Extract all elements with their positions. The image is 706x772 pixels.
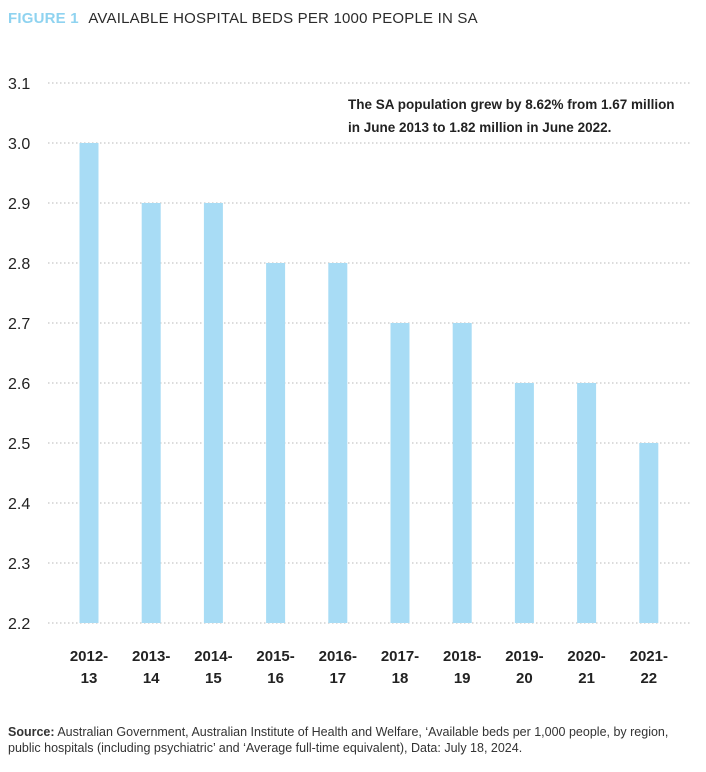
source-text: Australian Government, Australian Instit… — [8, 725, 669, 755]
x-tick-label: 22 — [640, 670, 657, 687]
x-tick-label: 2016- — [319, 648, 357, 665]
x-tick-label: 2013- — [132, 648, 170, 665]
y-tick-label: 3.1 — [8, 76, 30, 93]
bar — [266, 263, 286, 623]
x-tick-label: 15 — [205, 670, 222, 687]
bar-chart: 2.22.32.42.52.62.72.82.93.03.12012-13201… — [8, 76, 692, 687]
y-tick-label: 2.3 — [8, 556, 30, 573]
x-tick-label: 21 — [578, 670, 595, 687]
y-tick-label: 2.7 — [8, 316, 30, 333]
x-tick-label: 13 — [81, 670, 98, 687]
x-tick-label: 2018- — [443, 648, 481, 665]
y-tick-label: 2.6 — [8, 376, 30, 393]
x-tick-label: 20 — [516, 670, 533, 687]
x-tick-label: 2012- — [70, 648, 108, 665]
y-tick-label: 2.2 — [8, 616, 30, 633]
chart-title: FIGURE 1 AVAILABLE HOSPITAL BEDS PER 100… — [8, 10, 478, 27]
y-tick-label: 3.0 — [8, 136, 30, 153]
y-tick-label: 2.4 — [8, 496, 30, 513]
x-tick-label: 14 — [143, 670, 160, 687]
source-note: Source: Australian Government, Australia… — [8, 724, 698, 756]
bar — [390, 323, 410, 623]
x-tick-label: 2017- — [381, 648, 419, 665]
y-tick-label: 2.5 — [8, 436, 30, 453]
bar — [639, 443, 659, 623]
x-tick-label: 19 — [454, 670, 471, 687]
x-tick-label: 2020- — [567, 648, 605, 665]
x-tick-label: 2021- — [630, 648, 668, 665]
annotation-text: The SA population grew by 8.62% from 1.6… — [348, 97, 675, 112]
x-tick-label: 18 — [392, 670, 409, 687]
x-tick-label: 16 — [267, 670, 284, 687]
bar — [141, 203, 161, 623]
bar — [328, 263, 348, 623]
y-tick-label: 2.9 — [8, 196, 30, 213]
y-tick-label: 2.8 — [8, 256, 30, 273]
bar — [514, 383, 534, 623]
figure-label: FIGURE 1 — [8, 10, 79, 27]
x-tick-label: 17 — [329, 670, 346, 687]
bar — [79, 143, 99, 623]
title-text: AVAILABLE HOSPITAL BEDS PER 1000 PEOPLE … — [88, 10, 478, 27]
bar — [203, 203, 223, 623]
x-tick-label: 2015- — [256, 648, 294, 665]
x-tick-label: 2019- — [505, 648, 543, 665]
x-tick-label: 2014- — [194, 648, 232, 665]
annotation-text: in June 2013 to 1.82 million in June 202… — [348, 120, 611, 135]
source-label: Source: — [8, 725, 55, 739]
bar — [452, 323, 472, 623]
bar — [577, 383, 597, 623]
